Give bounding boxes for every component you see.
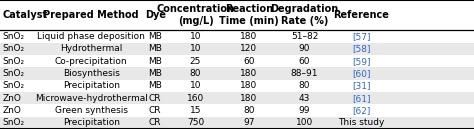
Bar xyxy=(0,80,474,92)
Text: SnO₂: SnO₂ xyxy=(3,44,25,53)
Text: Green synthesis: Green synthesis xyxy=(55,106,128,115)
Text: Reaction
Time (min): Reaction Time (min) xyxy=(219,4,279,26)
Text: ZnO: ZnO xyxy=(3,94,22,103)
Text: 180: 180 xyxy=(240,94,257,103)
Bar xyxy=(0,92,474,104)
Text: [57]: [57] xyxy=(352,32,371,41)
Text: Prepared Method: Prepared Method xyxy=(44,10,139,20)
Text: MB: MB xyxy=(148,44,162,53)
Text: Liquid phase deposition: Liquid phase deposition xyxy=(37,32,145,41)
Text: 10: 10 xyxy=(190,81,201,90)
Text: [60]: [60] xyxy=(352,69,371,78)
Text: [62]: [62] xyxy=(352,106,371,115)
Text: 180: 180 xyxy=(240,81,257,90)
Text: MB: MB xyxy=(148,57,162,66)
Bar xyxy=(0,43,474,55)
Text: 180: 180 xyxy=(240,32,257,41)
Text: 25: 25 xyxy=(190,57,201,66)
Text: 80: 80 xyxy=(243,106,255,115)
Text: Biosynthesis: Biosynthesis xyxy=(63,69,119,78)
Text: 750: 750 xyxy=(187,118,204,127)
Text: 51–82: 51–82 xyxy=(291,32,318,41)
Text: 180: 180 xyxy=(240,69,257,78)
Text: Hydrothermal: Hydrothermal xyxy=(60,44,122,53)
Text: 10: 10 xyxy=(190,32,201,41)
Text: 80: 80 xyxy=(299,81,310,90)
Text: MB: MB xyxy=(148,81,162,90)
Text: ZnO: ZnO xyxy=(3,106,22,115)
Text: [31]: [31] xyxy=(352,81,371,90)
Text: Precipitation: Precipitation xyxy=(63,81,120,90)
Text: SnO₂: SnO₂ xyxy=(3,118,25,127)
Text: 10: 10 xyxy=(190,44,201,53)
Text: Co-precipitation: Co-precipitation xyxy=(55,57,128,66)
Text: SnO₂: SnO₂ xyxy=(3,32,25,41)
Text: [61]: [61] xyxy=(352,94,371,103)
Text: CR: CR xyxy=(149,94,162,103)
Text: 80: 80 xyxy=(190,69,201,78)
Text: 160: 160 xyxy=(187,94,204,103)
Text: 90: 90 xyxy=(299,44,310,53)
Text: Dye: Dye xyxy=(145,10,166,20)
Text: MB: MB xyxy=(148,69,162,78)
Bar xyxy=(0,55,474,67)
Bar xyxy=(0,67,474,80)
Text: CR: CR xyxy=(149,106,162,115)
Text: Degradation
Rate (%): Degradation Rate (%) xyxy=(271,4,338,26)
Text: This study: This study xyxy=(338,118,384,127)
Text: Catalyst: Catalyst xyxy=(3,10,48,20)
Text: [59]: [59] xyxy=(352,57,371,66)
Text: SnO₂: SnO₂ xyxy=(3,81,25,90)
Text: 99: 99 xyxy=(299,106,310,115)
Text: 60: 60 xyxy=(243,57,255,66)
Text: Concentration
(mg/L): Concentration (mg/L) xyxy=(156,4,235,26)
Text: 15: 15 xyxy=(190,106,201,115)
Bar xyxy=(0,104,474,117)
Text: Reference: Reference xyxy=(334,10,389,20)
Text: [58]: [58] xyxy=(352,44,371,53)
Text: CR: CR xyxy=(149,118,162,127)
Text: 88–91: 88–91 xyxy=(291,69,319,78)
Text: Microwave-hydrothermal: Microwave-hydrothermal xyxy=(35,94,148,103)
Text: Precipitation: Precipitation xyxy=(63,118,120,127)
Text: MB: MB xyxy=(148,32,162,41)
Text: SnO₂: SnO₂ xyxy=(3,57,25,66)
Text: 97: 97 xyxy=(243,118,255,127)
Text: SnO₂: SnO₂ xyxy=(3,69,25,78)
Bar xyxy=(0,117,474,129)
Text: 43: 43 xyxy=(299,94,310,103)
Text: 100: 100 xyxy=(296,118,313,127)
Bar xyxy=(0,30,474,43)
Text: 120: 120 xyxy=(240,44,257,53)
Text: 60: 60 xyxy=(299,57,310,66)
